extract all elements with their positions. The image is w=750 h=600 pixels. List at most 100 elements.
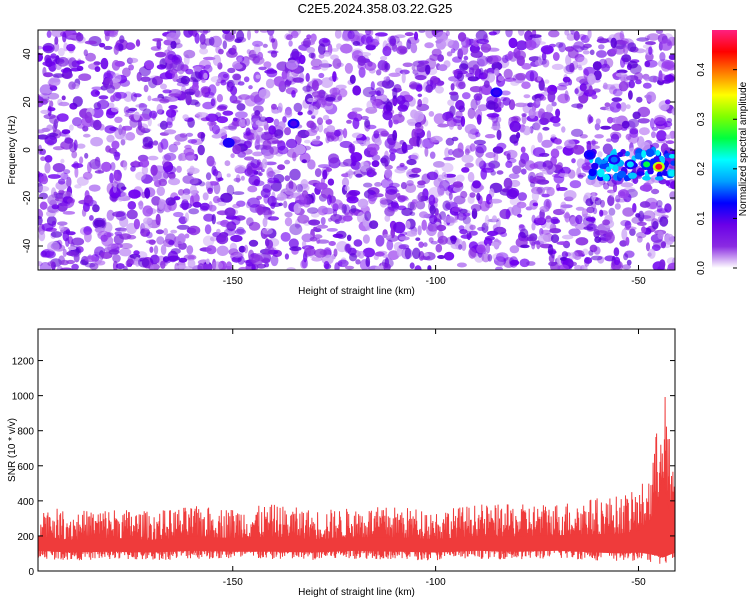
heatmap-cell <box>636 171 645 176</box>
heatmap-cell <box>376 69 382 76</box>
heatmap-cell <box>183 49 196 59</box>
heatmap-cell <box>374 251 385 257</box>
heatmap-cell <box>286 267 296 270</box>
heatmap-cell <box>205 113 219 122</box>
heatmap-cell <box>612 116 622 125</box>
heatmap-cell <box>507 50 514 60</box>
heatmap-cell <box>46 210 56 218</box>
heatmap-cell <box>627 60 638 69</box>
heatmap-cell <box>84 111 93 124</box>
heatmap-cell <box>205 245 217 255</box>
heatmap-cell <box>636 37 650 42</box>
heatmap-cell <box>173 141 181 146</box>
heatmap-cell <box>435 243 443 253</box>
heatmap-cell <box>461 41 466 46</box>
heatmap-cell <box>603 182 610 190</box>
heatmap-cell <box>301 159 307 164</box>
x-tick-label: -100 <box>426 276 446 287</box>
heatmap-cell <box>558 82 570 87</box>
heatmap-cell <box>433 161 445 168</box>
heatmap-cell <box>469 224 476 230</box>
heatmap-cell <box>665 134 672 140</box>
heatmap-cell <box>179 202 192 210</box>
heatmap-cell <box>441 162 454 173</box>
heatmap-cell <box>353 239 363 247</box>
heatmap-cell <box>234 228 247 235</box>
colorbar-tick-label: 0.3 <box>696 112 707 126</box>
heatmap-cell <box>152 140 159 146</box>
heatmap-cell <box>286 34 293 41</box>
heatmap-cell <box>247 185 258 193</box>
heatmap-cell <box>284 175 291 182</box>
heatmap-cell <box>363 182 373 188</box>
heatmap-cell <box>109 172 114 184</box>
heatmap-cell <box>380 178 394 189</box>
heatmap-cell <box>442 215 455 223</box>
heatmap-cell <box>416 136 421 148</box>
heatmap-cell <box>464 148 470 156</box>
heatmap-cell <box>199 47 209 55</box>
heatmap-cell <box>284 159 291 165</box>
heatmap-cell <box>195 112 209 118</box>
heatmap-cell <box>114 231 123 236</box>
heatmap-cell <box>383 76 390 82</box>
heatmap-cell <box>333 248 338 257</box>
heatmap-cell <box>167 250 179 263</box>
heatmap-cell <box>500 90 511 96</box>
heatmap-cell <box>485 152 496 159</box>
heatmap-cell <box>382 254 393 259</box>
heatmap-cell <box>593 228 600 239</box>
heatmap-cell <box>268 125 276 135</box>
heatmap-cell <box>476 192 481 201</box>
heatmap-cell <box>192 201 202 208</box>
heatmap-cell <box>627 133 639 144</box>
heatmap-cell <box>284 188 294 195</box>
x-tick-label: -150 <box>223 577 243 588</box>
heatmap-cell <box>503 177 513 190</box>
heatmap-cell <box>226 261 232 270</box>
heatmap-cell <box>150 254 160 265</box>
heatmap-cell <box>334 262 340 270</box>
heatmap-cell <box>509 179 521 188</box>
heatmap-cell <box>380 155 390 167</box>
heatmap-cell <box>644 75 650 82</box>
heatmap-cell <box>284 211 293 218</box>
heatmap-cell <box>518 224 526 232</box>
heatmap-cell <box>176 224 190 230</box>
heatmap-cell <box>372 171 377 176</box>
heatmap-cell <box>550 148 560 159</box>
heatmap-cell <box>423 242 428 247</box>
heatmap-cell <box>560 201 567 213</box>
heatmap-cell <box>595 118 601 125</box>
heatmap-cell <box>153 245 159 255</box>
heatmap-cell <box>495 266 503 270</box>
heatmap-cell <box>84 255 97 263</box>
heatmap-cell <box>642 175 651 181</box>
heatmap-cell <box>628 80 635 89</box>
heatmap-cell <box>596 38 610 44</box>
heatmap-cell <box>306 120 315 129</box>
heatmap-cell <box>468 247 477 259</box>
heatmap-cell <box>621 120 630 129</box>
heatmap-cell <box>483 162 496 170</box>
heatmap-cell <box>591 162 599 170</box>
heatmap-cell <box>56 113 69 122</box>
heatmap-cell <box>211 134 222 139</box>
heatmap-cell <box>349 74 356 84</box>
heatmap-cell <box>128 57 139 64</box>
x-tick-label: -50 <box>631 276 646 287</box>
heatmap-cell <box>158 178 168 187</box>
heatmap-cell <box>382 45 392 57</box>
heatmap-cell <box>452 181 464 188</box>
hotspot <box>225 139 233 146</box>
heatmap-cell <box>602 143 613 155</box>
heatmap-cell <box>307 110 313 115</box>
heatmap-cell <box>119 133 131 141</box>
heatmap-cell <box>159 98 170 104</box>
heatmap-cell <box>101 161 112 172</box>
heatmap-cell <box>575 214 583 225</box>
heatmap-cell <box>99 42 106 48</box>
heatmap-cell <box>259 116 268 122</box>
heatmap-cell <box>659 52 666 62</box>
heatmap-cell <box>159 72 173 80</box>
